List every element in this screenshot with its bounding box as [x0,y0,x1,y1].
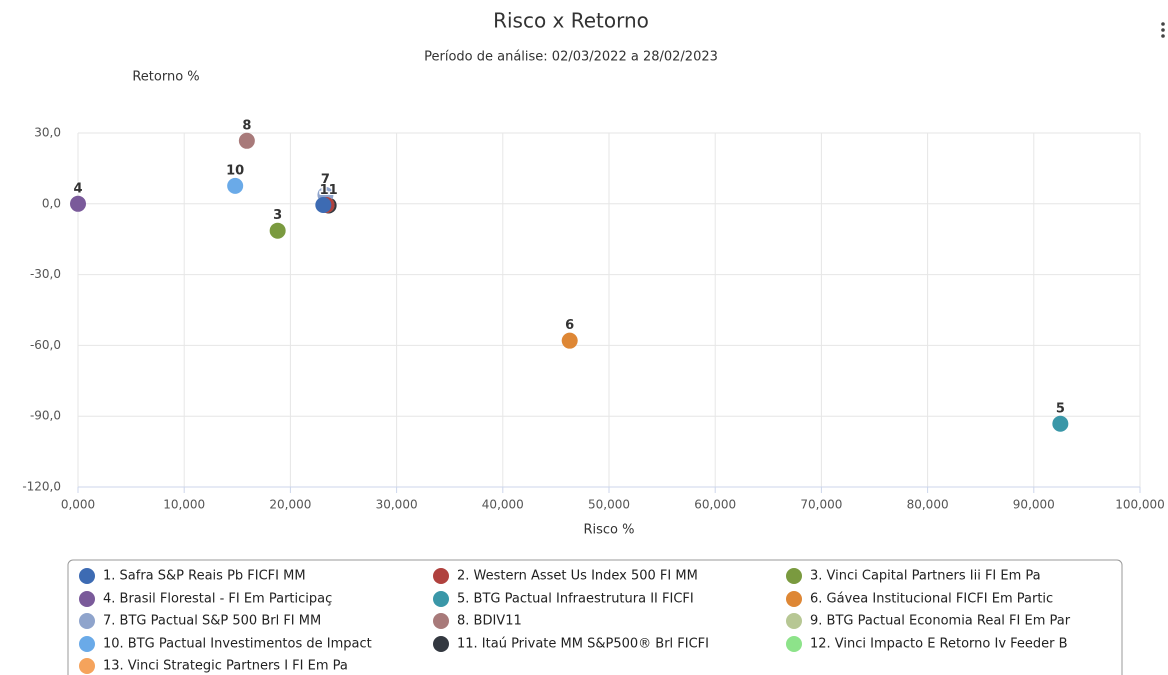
legend-marker [433,568,449,584]
data-label: 7 [321,172,330,187]
legend-marker [79,613,95,629]
legend-label: 3. Vinci Capital Partners Iii FI Em Pa [810,569,1041,584]
x-tick-label: 70,000 [800,498,842,512]
legend-label: 5. BTG Pactual Infraestrutura II FICFI [457,592,694,607]
legend-marker [79,591,95,607]
legend-label: 12. Vinci Impacto E Retorno Iv Feeder B [810,637,1068,652]
point [1052,415,1069,432]
x-tick-label: 30,000 [376,498,418,512]
chart-subtitle: Período de análise: 02/03/2022 a 28/02/2… [424,50,718,65]
x-tick-label: 40,000 [482,498,524,512]
data-label: 4 [73,181,82,196]
x-axis-title: Risco % [583,523,634,538]
legend-label: 7. BTG Pactual S&P 500 Brl FI MM [103,614,321,629]
legend-marker [79,636,95,652]
x-tick-label: 0,000 [61,498,95,512]
legend-label: 10. BTG Pactual Investimentos de Impact [103,637,372,652]
x-tick-label: 50,000 [588,498,630,512]
legend-label: 9. BTG Pactual Economia Real FI Em Par [810,614,1071,629]
data-label: 3 [273,208,282,223]
legend-label: 11. Itaú Private MM S&P500® Brl FICFI [457,637,709,652]
y-tick-label: 30,0 [34,126,61,140]
data-label: 5 [1056,401,1065,416]
menu-icon[interactable] [1161,22,1165,38]
x-tick-label: 90,000 [1013,498,1055,512]
legend-marker [786,591,802,607]
point [238,132,255,149]
y-tick-label: -120,0 [22,480,61,494]
legend-marker [79,568,95,584]
legend-label: 8. BDIV11 [457,614,522,629]
y-axis-title: Retorno % [132,70,199,85]
x-tick-label: 20,000 [269,498,311,512]
x-tick-label: 10,000 [163,498,205,512]
legend-marker [786,568,802,584]
y-tick-label: -60,0 [30,338,61,352]
x-tick-label: 60,000 [694,498,736,512]
legend-marker [786,613,802,629]
y-tick-label: -30,0 [30,267,61,281]
point [561,332,578,349]
y-tick-label: -90,0 [30,409,61,423]
point [70,195,86,212]
chart-title: Risco x Retorno [493,9,649,33]
legend-box [67,559,1123,675]
point [269,222,286,239]
data-label: 8 [242,118,251,133]
x-tick-label: 80,000 [907,498,949,512]
x-tick-label: 100,000 [1115,498,1165,512]
legend-label: 2. Western Asset Us Index 500 FI MM [457,569,698,584]
point [315,196,332,213]
data-label: 1 [319,182,328,197]
y-tick-label: 0,0 [42,196,61,210]
legend-marker [433,591,449,607]
legend-label: 1. Safra S&P Reais Pb FICFI MM [103,569,306,584]
legend-label: 13. Vinci Strategic Partners I FI Em Pa [103,659,348,674]
legend-marker [433,636,449,652]
legend-label: 4. Brasil Florestal - FI Em Participaç [103,592,332,607]
point [227,177,244,194]
data-label: 6 [565,318,574,333]
data-label: 11 [320,183,338,198]
legend-label: 6. Gávea Institucional FICFI Em Partic [810,592,1053,607]
legend-marker [433,613,449,629]
legend-marker [79,658,95,674]
legend-marker [786,636,802,652]
data-label: 10 [226,163,244,178]
